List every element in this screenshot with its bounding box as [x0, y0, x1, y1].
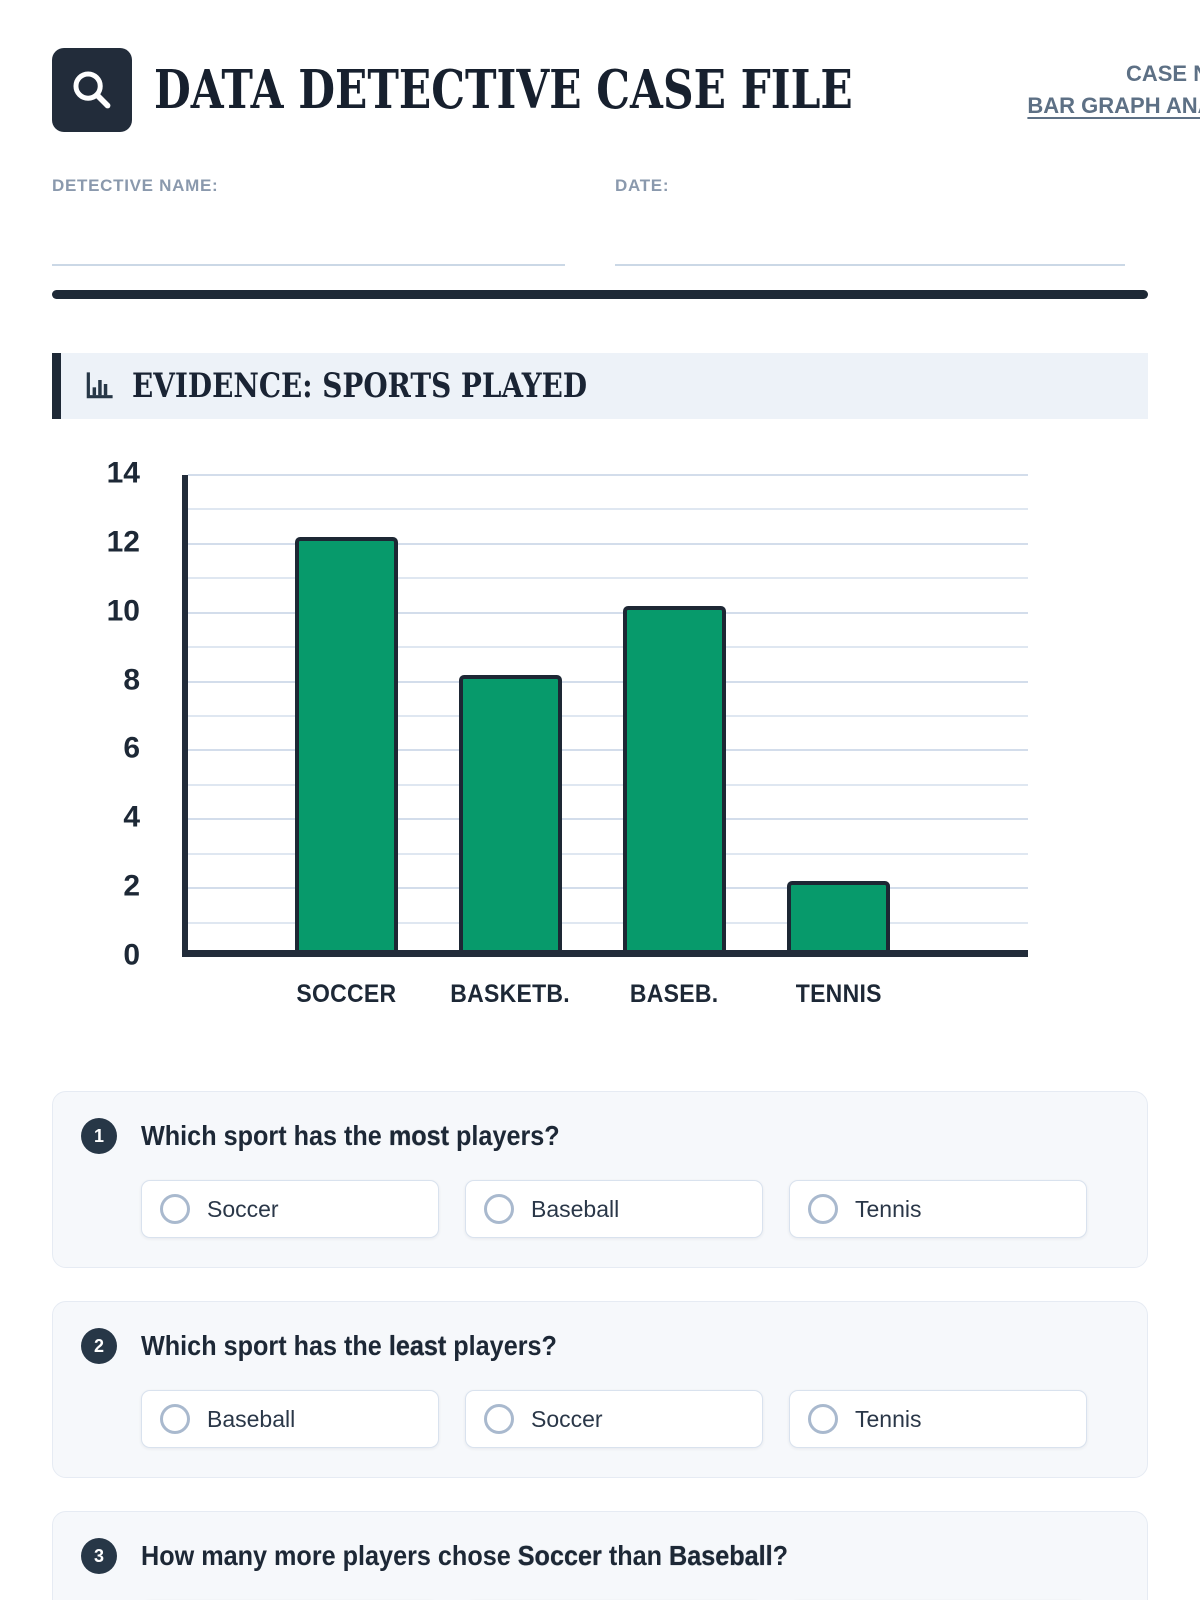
gridline: [188, 542, 1028, 545]
bar-tennis: [787, 881, 890, 950]
radio-icon[interactable]: [484, 1404, 514, 1434]
question-text-segment: Which sport has the: [141, 1120, 389, 1151]
detective-name-input[interactable]: [52, 246, 565, 266]
detective-name-label: DETECTIVE NAME:: [52, 176, 219, 195]
question-head: 3 How many more players chose Soccer tha…: [81, 1538, 1119, 1574]
gridline: [188, 508, 1028, 511]
question-number-badge: 1: [81, 1118, 117, 1154]
options-row: Baseball Soccer Tennis: [141, 1390, 1087, 1448]
question-text-segment: How many more players chose: [141, 1540, 518, 1571]
date-field: DATE:: [615, 176, 1125, 266]
y-tick-label: 2: [123, 869, 140, 903]
gridline: [188, 921, 1028, 924]
question-number-badge: 3: [81, 1538, 117, 1574]
option-baseball[interactable]: Baseball: [141, 1390, 439, 1448]
case-info: CASE NO. 005 BAR GRAPH ANALYSIS: [1027, 48, 1200, 122]
x-axis-label-text: BASEB.: [630, 980, 719, 1008]
option-soccer[interactable]: Soccer: [141, 1180, 439, 1238]
option-label: Soccer: [207, 1195, 279, 1222]
question-card-1: 1 Which sport has the most players? Socc…: [52, 1091, 1148, 1268]
bar-basketb: [459, 675, 562, 950]
x-axis-labels: SOCCER BASKETB. BASEB. TENNIS: [188, 980, 1028, 1009]
bar-baseb: [623, 606, 726, 950]
fields-row: DETECTIVE NAME: DATE:: [52, 176, 1148, 266]
bar-soccer: [295, 537, 398, 950]
bar-chart-icon: [86, 372, 113, 399]
header: DATA DETECTIVE CASE FILE CASE NO. 005 BA…: [52, 48, 1200, 132]
page-title: DATA DETECTIVE CASE FILE: [154, 59, 853, 121]
question-text: How many more players chose Soccer than …: [141, 1540, 788, 1572]
section-divider: [52, 290, 1148, 299]
date-input[interactable]: [615, 246, 1125, 266]
question-text-segment: most: [388, 1120, 450, 1151]
chart-plot-area: [182, 474, 1028, 957]
x-axis-label-text: TENNIS: [795, 980, 882, 1008]
radio-icon[interactable]: [808, 1194, 838, 1224]
x-axis-label-text: SOCCER: [296, 980, 397, 1008]
option-label: Tennis: [855, 1405, 922, 1432]
case-subtitle: BAR GRAPH ANALYSIS: [1027, 92, 1200, 118]
gridline: [188, 749, 1028, 752]
options-row: Soccer Baseball Tennis: [141, 1180, 1087, 1238]
gridline: [188, 852, 1028, 855]
option-label: Tennis: [855, 1195, 922, 1222]
question-text: Which sport has the least players?: [141, 1330, 557, 1362]
gridline: [188, 646, 1028, 649]
option-tennis[interactable]: Tennis: [789, 1390, 1087, 1448]
question-text-segment: than: [601, 1540, 670, 1571]
question-head: 2 Which sport has the least players?: [81, 1328, 1119, 1364]
y-tick-label: 0: [123, 938, 140, 972]
question-text-segment: ?: [772, 1540, 789, 1571]
logo: [52, 48, 132, 132]
y-tick-label: 6: [123, 732, 140, 766]
radio-icon[interactable]: [808, 1404, 838, 1434]
gridline: [188, 715, 1028, 717]
magnifier-icon: [73, 71, 111, 109]
question-text-segment: least: [388, 1330, 447, 1361]
y-tick-label: 10: [106, 594, 140, 628]
y-tick-label: 8: [123, 663, 140, 697]
question-text-segment: Which sport has the: [141, 1330, 389, 1361]
radio-icon[interactable]: [484, 1194, 514, 1224]
option-label: Soccer: [531, 1405, 603, 1432]
evidence-section-header: EVIDENCE: SPORTS PLAYED: [52, 353, 1148, 419]
question-text-segment: Soccer: [517, 1540, 602, 1571]
gridline: [188, 783, 1028, 786]
question-card-2: 2 Which sport has the least players? Bas…: [52, 1301, 1148, 1478]
question-head: 1 Which sport has the most players?: [81, 1118, 1119, 1154]
x-axis-label: BASEB.: [623, 980, 726, 1009]
detective-name-field: DETECTIVE NAME:: [52, 176, 565, 266]
question-text-segment: Baseball: [669, 1540, 773, 1571]
case-number: CASE NO. 005: [1125, 61, 1200, 86]
question-card-3: 3 How many more players chose Soccer tha…: [52, 1511, 1148, 1600]
gridline: [188, 680, 1028, 683]
y-tick-label: 4: [123, 800, 140, 834]
question-text: Which sport has the most players?: [141, 1120, 560, 1152]
question-number-badge: 2: [81, 1328, 117, 1364]
option-soccer[interactable]: Soccer: [465, 1390, 763, 1448]
y-tick-label: 12: [106, 525, 140, 559]
gridline: [188, 611, 1028, 614]
date-label: DATE:: [615, 176, 670, 195]
x-axis-label: SOCCER: [295, 980, 398, 1009]
option-tennis[interactable]: Tennis: [789, 1180, 1087, 1238]
x-axis-label: TENNIS: [787, 980, 890, 1009]
gridline: [188, 474, 1028, 476]
radio-icon[interactable]: [160, 1404, 190, 1434]
option-baseball[interactable]: Baseball: [465, 1180, 763, 1238]
gridline: [188, 818, 1028, 821]
x-axis-label: BASKETB.: [451, 980, 570, 1009]
gridline: [188, 577, 1028, 580]
radio-icon[interactable]: [160, 1194, 190, 1224]
evidence-title: EVIDENCE: SPORTS PLAYED: [132, 366, 588, 406]
y-tick-label: 14: [106, 456, 140, 490]
x-axis-label-text: BASKETB.: [450, 980, 571, 1008]
question-text-segment: players?: [449, 1120, 560, 1151]
question-text-segment: players?: [446, 1330, 557, 1361]
bar-chart: SOCCER BASKETB. BASEB. TENNIS 0 2 4 6 8 10 12 14: [52, 457, 1148, 1009]
gridline: [188, 887, 1028, 890]
option-label: Baseball: [531, 1195, 620, 1222]
option-label: Baseball: [207, 1405, 296, 1432]
